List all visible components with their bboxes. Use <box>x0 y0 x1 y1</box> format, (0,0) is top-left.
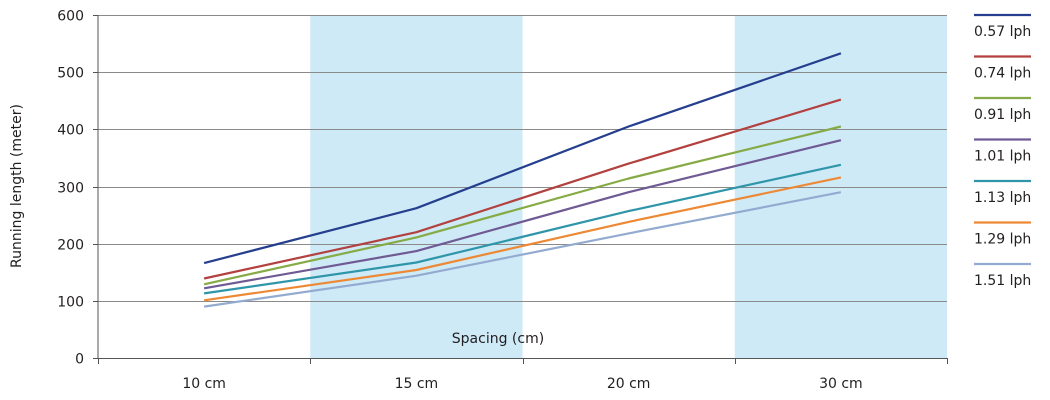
y-tick-label-300: 300 <box>57 181 84 197</box>
legend-label-5: 1.29 lph <box>974 232 1031 248</box>
series-line-0_57-lph <box>203 52 842 265</box>
y-tick-label-500: 500 <box>57 66 84 82</box>
spacing-annotation: Spacing (cm) <box>452 331 544 347</box>
series-line-0_91-lph <box>203 125 842 286</box>
y-tick-label-200: 200 <box>57 238 84 254</box>
y-tick-label-100: 100 <box>57 295 84 311</box>
x-tick-label-30-cm: 30 cm <box>819 376 863 392</box>
x-tick-label-20-cm: 20 cm <box>607 376 651 392</box>
shaded-band-30-cm <box>734 15 947 358</box>
y-tick-label-400: 400 <box>57 123 84 139</box>
x-tick-label-15-cm: 15 cm <box>395 376 439 392</box>
legend: 0.57 lph 0.74 lph 0.91 lph 1.01 lph 1.13 lph… <box>974 13 1031 289</box>
legend-label-6: 1.51 lph <box>974 273 1031 289</box>
series-line-0_74-lph <box>203 98 842 280</box>
y-axis-label: Running length (meter) <box>9 104 25 268</box>
y-tick-label-0: 0 <box>75 352 84 368</box>
legend-label-3: 1.01 lph <box>974 149 1031 165</box>
series-line-1_01-lph <box>203 139 842 290</box>
legend-label-2: 0.91 lph <box>974 107 1031 123</box>
series-line-1_13-lph <box>203 163 842 295</box>
shaded-bands <box>310 15 947 358</box>
series-line-1_29-lph <box>203 176 842 302</box>
y-tick-labels: 0 100 200 300 400 500 600 <box>57 9 84 368</box>
legend-label-1: 0.74 lph <box>974 66 1031 82</box>
legend-label-0: 0.57 lph <box>974 24 1031 40</box>
legend-label-4: 1.13 lph <box>974 190 1031 206</box>
series-lines <box>203 52 842 308</box>
x-tick-label-10-cm: 10 cm <box>182 376 226 392</box>
x-tick-labels: 10 cm 15 cm 20 cm 30 cm <box>98 358 948 392</box>
axes <box>97 15 947 359</box>
series-line-1_51-lph <box>203 191 842 308</box>
y-tick-label-600: 600 <box>57 9 84 25</box>
shaded-band-15-cm <box>310 15 523 358</box>
